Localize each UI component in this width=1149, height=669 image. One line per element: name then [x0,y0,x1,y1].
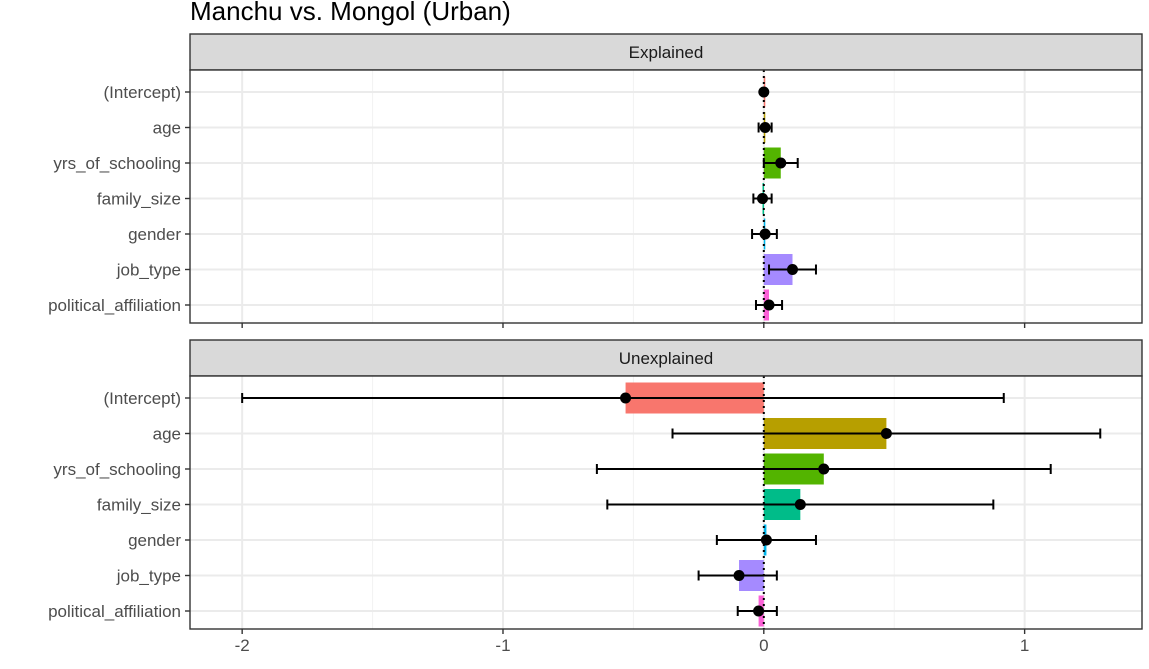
y-tick-label: family_size [97,190,181,209]
point-estimate [818,463,830,475]
panel-strip [189,33,1143,71]
y-tick-label: (Intercept) [104,389,181,408]
x-tick-label: 1 [1020,636,1029,655]
y-tick-label: age [153,119,181,138]
panel-strip-label: Explained [629,43,704,62]
x-axis: -2 -1 0 1 [235,323,1029,655]
y-tick-label: gender [128,225,181,244]
panel-background [190,70,1142,323]
point-estimate [775,157,787,169]
panel-unexplained: Unexplained [189,339,1143,630]
point-estimate [758,86,770,98]
y-tick-label: gender [128,531,181,550]
x-tick-label: -2 [235,636,250,655]
point-estimate [733,570,745,581]
chart-title: Manchu vs. Mongol (Urban) [190,0,511,26]
panel-border [189,69,1143,324]
panel-strip-label: Unexplained [619,349,714,368]
y-tick-label: yrs_of_schooling [53,460,181,479]
y-tick-label: yrs_of_schooling [53,154,181,173]
panel-background [190,376,1142,629]
point-estimate [794,499,806,510]
panel-explained: Explained [189,33,1143,324]
x-tick-label: -1 [495,636,510,655]
point-estimate [786,264,798,275]
panel-border [189,375,1143,630]
x-tick-label: 0 [759,636,768,655]
y-tick-label: age [153,425,181,444]
y-tick-label: political_affiliation [48,602,181,621]
point-estimate [753,605,765,617]
point-estimate [620,392,632,404]
point-estimate [763,299,775,311]
point-estimate [759,122,771,133]
y-tick-label: (Intercept) [104,83,181,102]
point-estimate [759,228,771,240]
y-axis: (Intercept) age yrs_of_schooling family_siz… [48,83,190,621]
point-estimate [880,428,892,439]
y-tick-label: political_affiliation [48,296,181,315]
y-tick-label: job_type [116,567,181,586]
point-estimate [757,193,769,204]
panel-strip [189,339,1143,377]
point-estimate [760,534,772,546]
y-tick-label: job_type [116,261,181,280]
panels: Explained Unexplained [189,33,1143,630]
y-tick-label: family_size [97,496,181,515]
